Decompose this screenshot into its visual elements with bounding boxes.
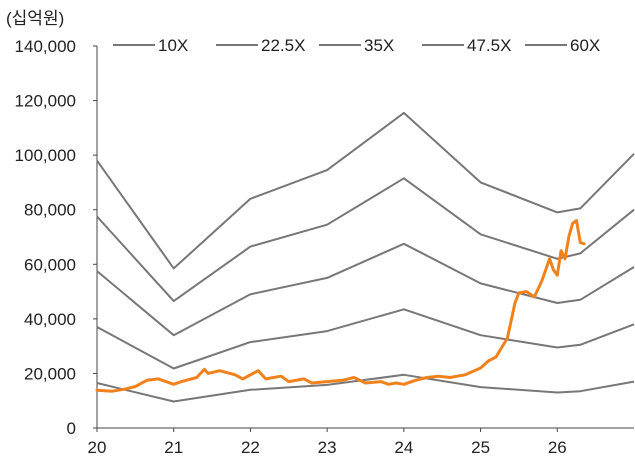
y-tick-label: 100,000: [15, 146, 76, 165]
x-tick-label: 22: [241, 438, 260, 457]
band-line-35x: [96, 242, 635, 337]
x-tick-label: 20: [88, 438, 107, 457]
legend-label: 22.5X: [261, 36, 305, 55]
y-tick-label: 120,000: [15, 92, 76, 111]
y-tick-label: 140,000: [15, 37, 76, 56]
tick-labels: 140,000 120,000 100,000 80,000 60,000 40,000 2…: [15, 37, 567, 457]
band-lines: [96, 111, 635, 403]
band-line-47-5x: [96, 177, 635, 303]
legend: 10X 22.5X 35X 47.5X 60X: [113, 36, 600, 55]
x-tick-label: 24: [394, 438, 413, 457]
y-tick-label: 0: [67, 419, 76, 438]
x-tick-label: 25: [471, 438, 490, 457]
y-tick-label: 60,000: [24, 255, 76, 274]
legend-label: 35X: [364, 36, 394, 55]
price-line: [95, 219, 586, 393]
legend-label: 47.5X: [467, 36, 511, 55]
band-line-22-5x: [96, 308, 635, 370]
band-line-10x: [96, 373, 635, 403]
legend-label: 60X: [570, 36, 600, 55]
x-tick-label: 26: [548, 438, 567, 457]
legend-label: 10X: [158, 36, 188, 55]
y-tick-label: 80,000: [24, 201, 76, 220]
x-tick-label: 21: [164, 438, 183, 457]
unit-label: (십억원): [6, 9, 64, 28]
price-line-group: [95, 219, 586, 393]
x-tick-label: 23: [318, 438, 337, 457]
y-tick-label: 40,000: [24, 310, 76, 329]
band-line-60x: [96, 111, 635, 270]
axes: [93, 45, 634, 432]
y-tick-label: 20,000: [24, 364, 76, 383]
